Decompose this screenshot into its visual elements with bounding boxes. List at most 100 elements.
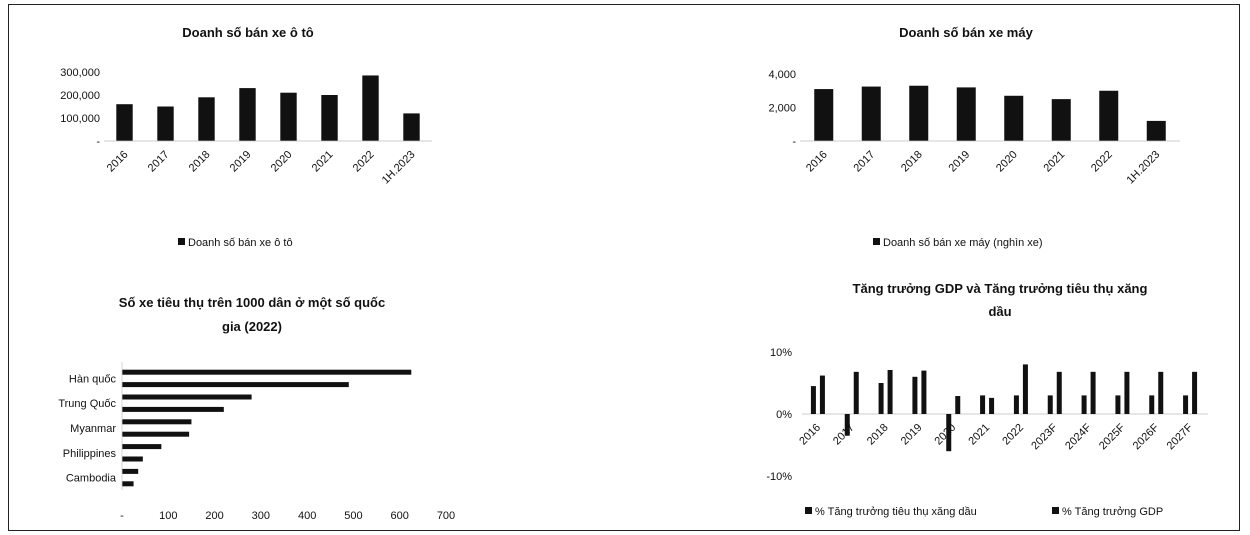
y-tick-label: - [96, 136, 100, 148]
y-tick-label: 100,000 [60, 113, 100, 125]
bar [810, 386, 816, 414]
bar [122, 406, 224, 412]
bar [853, 371, 859, 414]
x-tick-label: 300 [252, 510, 270, 522]
bar [239, 88, 256, 141]
bar [946, 414, 952, 452]
bar [814, 89, 834, 141]
y-tick-label: 200,000 [60, 90, 100, 102]
bar [1183, 395, 1189, 414]
x-tick-label: 400 [298, 510, 316, 522]
bar [1022, 364, 1028, 414]
bar [1090, 371, 1096, 414]
bar [122, 394, 252, 400]
x-tick-label: 1H.2023 [380, 149, 418, 187]
bar [1149, 395, 1155, 414]
bar [122, 431, 190, 437]
bar [844, 414, 850, 436]
chart-title: Tăng trưởng GDP và Tăng trưởng tiêu thụ … [853, 281, 1148, 296]
y-tick-label: - [792, 136, 796, 148]
y-tick-label: Philippines [63, 448, 117, 460]
bar [403, 113, 420, 141]
x-tick-label: 2019 [228, 149, 254, 175]
y-tick-label: 2,000 [768, 103, 796, 115]
bar [887, 369, 893, 414]
bar [861, 86, 881, 141]
x-tick-label: 2024F [1063, 421, 1094, 452]
x-tick-label: 200 [205, 510, 223, 522]
bar [280, 92, 297, 141]
x-tick-label: 2021 [310, 149, 336, 175]
legend-swatch [1052, 507, 1059, 514]
bar [912, 376, 918, 414]
x-tick-label: 2022 [351, 149, 377, 175]
x-tick-label: 2019 [947, 149, 973, 175]
bar [321, 95, 338, 141]
y-tick-label: -10% [766, 471, 792, 483]
x-tick-label: 2017 [831, 422, 857, 448]
x-tick-label: 2018 [865, 422, 891, 448]
bar [909, 85, 929, 141]
y-tick-label: 300,000 [60, 67, 100, 79]
bar [198, 97, 215, 141]
chart-title: Doanh số bán xe máy [899, 25, 1033, 40]
x-tick-label: 100 [159, 510, 177, 522]
x-tick-label: 2020 [269, 149, 295, 175]
legend-label: Doanh số bán xe máy (nghìn xe) [883, 237, 1043, 249]
chart-title: dầu [988, 304, 1011, 319]
bar [1047, 395, 1053, 414]
x-tick-label: 2023F [1029, 421, 1060, 452]
y-tick-label: 4,000 [768, 69, 796, 81]
legend-swatch [873, 238, 880, 245]
x-tick-label: 1H.2023 [1124, 149, 1162, 187]
legend-swatch [178, 238, 185, 245]
bar [980, 395, 986, 414]
x-tick-label: 2017 [852, 149, 878, 175]
x-tick-label: 2016 [105, 149, 131, 175]
bar [1099, 90, 1119, 141]
bar [122, 419, 192, 425]
bar [122, 481, 134, 487]
y-tick-label: Trung Quốc [58, 398, 116, 410]
chart-title: Doanh số bán xe ô tô [182, 25, 314, 40]
bar [116, 104, 133, 141]
bar [1056, 371, 1062, 414]
x-tick-label: 2020 [994, 149, 1020, 175]
y-tick-label: 0% [776, 409, 792, 421]
bar [956, 87, 976, 141]
bar [1115, 395, 1121, 414]
x-tick-label: 2022 [1000, 422, 1026, 448]
bar [1124, 371, 1130, 414]
x-tick-label: 2019 [899, 422, 925, 448]
y-tick-label: Hàn quốc [69, 373, 117, 385]
bar [921, 370, 927, 414]
chart-title: Số xe tiêu thụ trên 1000 dân ở một số qu… [119, 295, 385, 310]
bar [122, 382, 349, 388]
bar [122, 468, 139, 474]
x-tick-label: 2027F [1165, 421, 1196, 452]
x-tick-label: 500 [344, 510, 362, 522]
bar [878, 383, 884, 414]
bar [1004, 95, 1024, 141]
bar [362, 75, 379, 141]
bar [157, 106, 174, 141]
bar [955, 396, 961, 414]
chart-title: gia (2022) [222, 319, 282, 334]
y-tick-label: Myanmar [70, 423, 116, 435]
y-tick-label: 10% [770, 347, 792, 359]
legend-label: Doanh số bán xe ô tô [188, 237, 293, 249]
bar [1192, 371, 1198, 414]
bar [1013, 395, 1019, 414]
bar [122, 456, 143, 462]
bar [1146, 120, 1166, 141]
x-tick-label: 700 [437, 510, 455, 522]
x-tick-label: 2017 [146, 149, 172, 175]
x-tick-label: 2018 [187, 149, 213, 175]
bar [1081, 395, 1087, 414]
bar [122, 369, 412, 375]
bar [1158, 371, 1164, 414]
x-tick-label: 2021 [1042, 149, 1068, 175]
x-tick-label: 2016 [797, 422, 823, 448]
bar [819, 375, 825, 414]
